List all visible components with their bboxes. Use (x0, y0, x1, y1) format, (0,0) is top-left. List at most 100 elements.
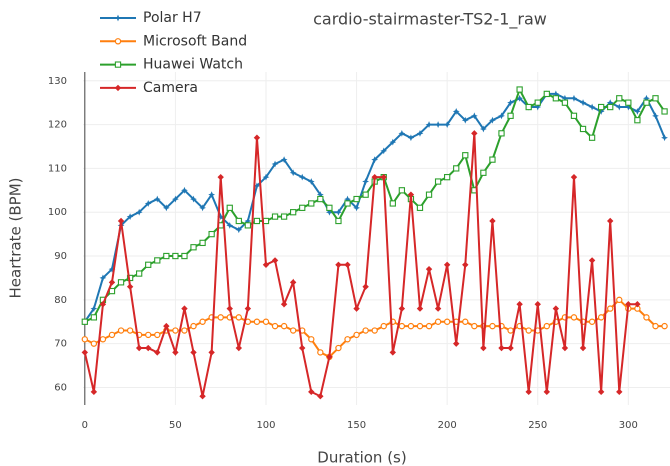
marker (208, 191, 216, 199)
marker (407, 322, 415, 330)
marker (434, 305, 442, 312)
marker (534, 103, 542, 111)
marker (290, 209, 297, 216)
series-line (83, 92, 666, 323)
marker (552, 305, 560, 312)
marker (114, 84, 122, 92)
marker (108, 279, 116, 286)
marker (362, 178, 370, 185)
marker (316, 191, 324, 199)
legend-label: Polar H7 (143, 10, 202, 26)
marker (145, 331, 152, 339)
marker (99, 301, 107, 308)
marker (525, 103, 532, 111)
marker (126, 213, 134, 220)
marker (434, 178, 442, 185)
marker (543, 90, 550, 98)
marker (154, 257, 161, 264)
marker (199, 204, 206, 212)
marker (317, 195, 324, 203)
marker (579, 344, 587, 352)
marker (190, 195, 197, 203)
marker (136, 270, 143, 277)
marker (145, 344, 152, 352)
marker (217, 314, 224, 321)
marker (616, 296, 623, 304)
marker (90, 340, 98, 347)
marker (108, 331, 116, 339)
marker (90, 305, 98, 313)
marker (516, 86, 523, 93)
marker (643, 94, 650, 102)
marker (253, 134, 261, 141)
marker (280, 213, 288, 220)
marker (498, 112, 505, 120)
marker (235, 226, 243, 234)
marker (135, 344, 143, 352)
marker (561, 99, 569, 106)
marker (479, 125, 487, 133)
marker (199, 318, 206, 325)
marker (507, 112, 514, 119)
marker (271, 257, 279, 264)
marker (253, 217, 261, 225)
marker (344, 195, 351, 203)
marker (389, 138, 397, 146)
marker (570, 314, 578, 321)
marker (262, 217, 270, 225)
marker (226, 305, 233, 312)
marker (235, 217, 242, 225)
marker (661, 322, 668, 330)
y-tick-label: 60 (54, 382, 67, 393)
marker (579, 99, 587, 107)
marker (163, 252, 170, 260)
marker (280, 301, 288, 308)
marker (471, 322, 478, 330)
marker (525, 388, 532, 396)
marker (624, 103, 632, 111)
marker (507, 99, 514, 107)
marker (498, 130, 505, 137)
marker (117, 217, 125, 225)
marker (117, 279, 125, 286)
marker (244, 222, 252, 229)
marker (208, 349, 215, 356)
marker (371, 173, 378, 181)
marker (353, 331, 360, 339)
marker (516, 301, 523, 308)
marker (416, 305, 424, 312)
marker (507, 344, 514, 352)
marker (271, 322, 279, 330)
marker (235, 344, 243, 352)
legend-label: Camera (143, 80, 198, 96)
marker (398, 187, 406, 194)
marker (335, 217, 342, 225)
marker (543, 388, 551, 396)
marker (253, 318, 261, 325)
marker (588, 318, 596, 325)
marker (534, 301, 541, 308)
marker (453, 165, 460, 172)
marker (597, 314, 605, 321)
marker (652, 95, 659, 102)
marker (262, 318, 270, 325)
marker (280, 156, 288, 164)
marker (471, 130, 478, 137)
marker (507, 327, 514, 334)
chart-title: cardio-stairmaster-TS2-1_raw (313, 10, 547, 30)
marker (516, 94, 524, 102)
x-tick-label: 0 (82, 420, 88, 431)
marker (199, 393, 206, 400)
series (81, 130, 641, 400)
marker (154, 331, 161, 339)
marker (114, 61, 122, 68)
marker (588, 103, 596, 111)
marker (117, 327, 125, 334)
marker (579, 125, 587, 133)
marker (181, 305, 188, 312)
marker (570, 173, 578, 181)
marker (299, 344, 306, 352)
marker (208, 230, 215, 238)
marker (172, 327, 179, 334)
